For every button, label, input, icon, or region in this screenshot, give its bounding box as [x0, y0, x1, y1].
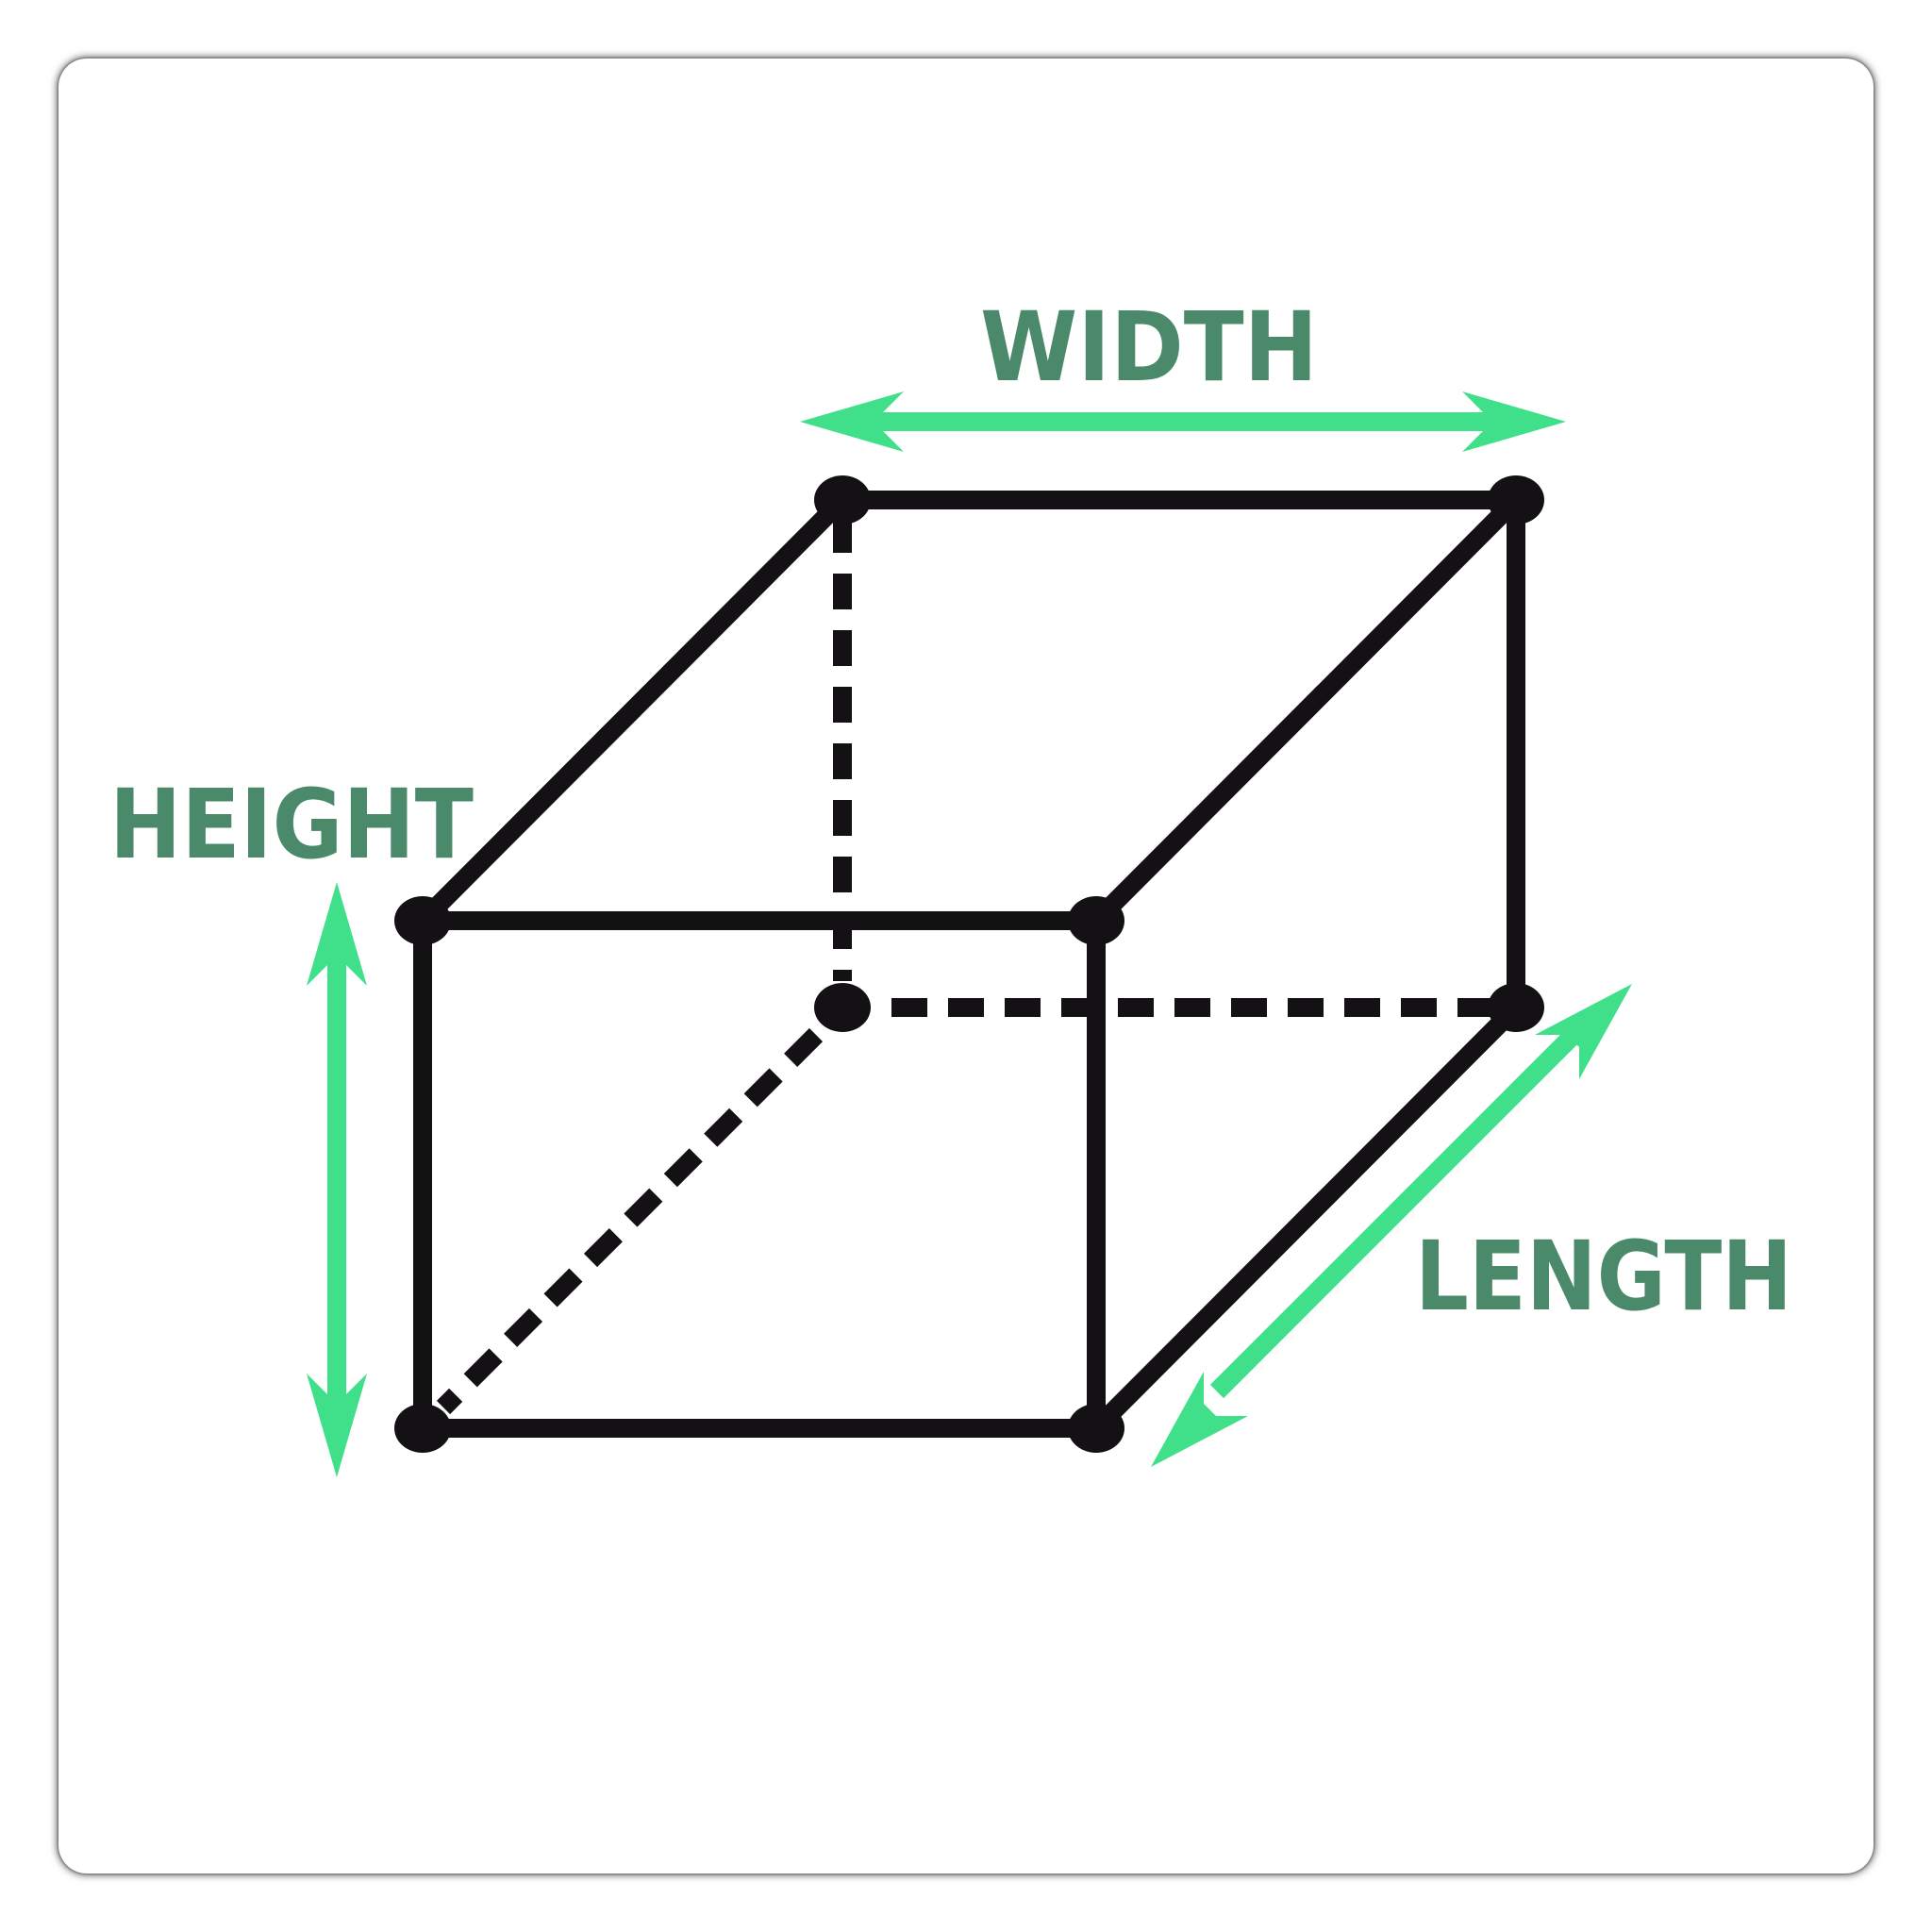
vertex-back-top-left [814, 475, 871, 525]
vertex-front-bottom-right [1068, 1404, 1124, 1453]
height-arrow [307, 882, 367, 1477]
width-arrow-left-head [800, 391, 904, 452]
edge-top-left-diagonal [415, 492, 850, 928]
vertex-front-top-left [394, 896, 451, 945]
vertex-back-bottom-left [814, 983, 871, 1032]
length-arrow [1151, 984, 1632, 1467]
vertex-front-bottom-left [394, 1404, 451, 1453]
edge-bottom-right-diagonal [1089, 1000, 1524, 1436]
vertex-back-top-right [1488, 475, 1544, 525]
hidden-edge-diagonal [436, 1027, 824, 1415]
width-arrow-right-head [1462, 391, 1566, 452]
height-arrow-top-head [307, 882, 367, 986]
length-label: LENGTH [1415, 1221, 1792, 1333]
vertex-back-bottom-right [1488, 983, 1544, 1032]
length-arrow-bottom-head [1151, 1372, 1248, 1467]
width-arrow [800, 391, 1566, 452]
width-label: WIDTH [980, 291, 1318, 404]
height-label: HEIGHT [109, 769, 474, 881]
length-arrow-top-head [1535, 984, 1632, 1079]
vertex-front-top-right [1068, 896, 1124, 945]
height-arrow-bottom-head [307, 1374, 367, 1477]
edge-top-right-diagonal [1089, 492, 1524, 928]
